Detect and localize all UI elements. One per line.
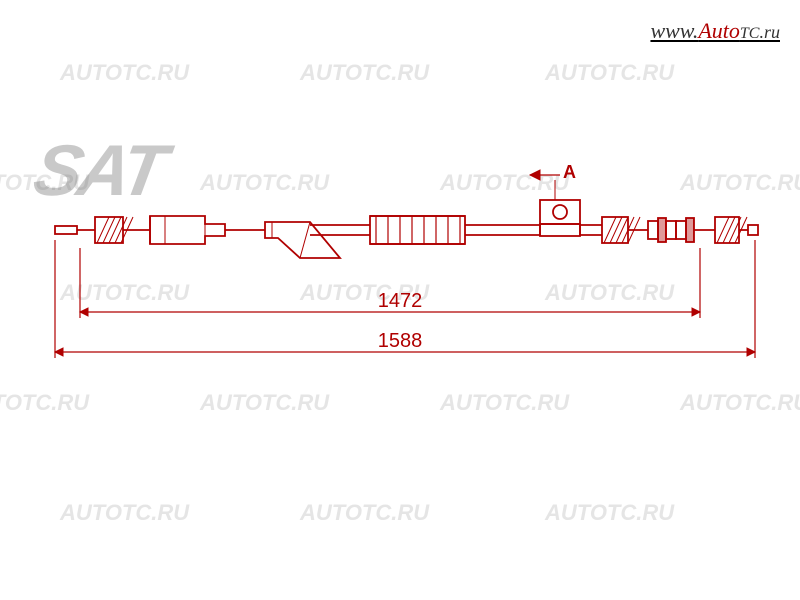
dimension-outer: 1588 — [370, 330, 430, 353]
dimension-inner: 1472 — [370, 290, 430, 313]
section-label-a: A — [563, 162, 576, 183]
